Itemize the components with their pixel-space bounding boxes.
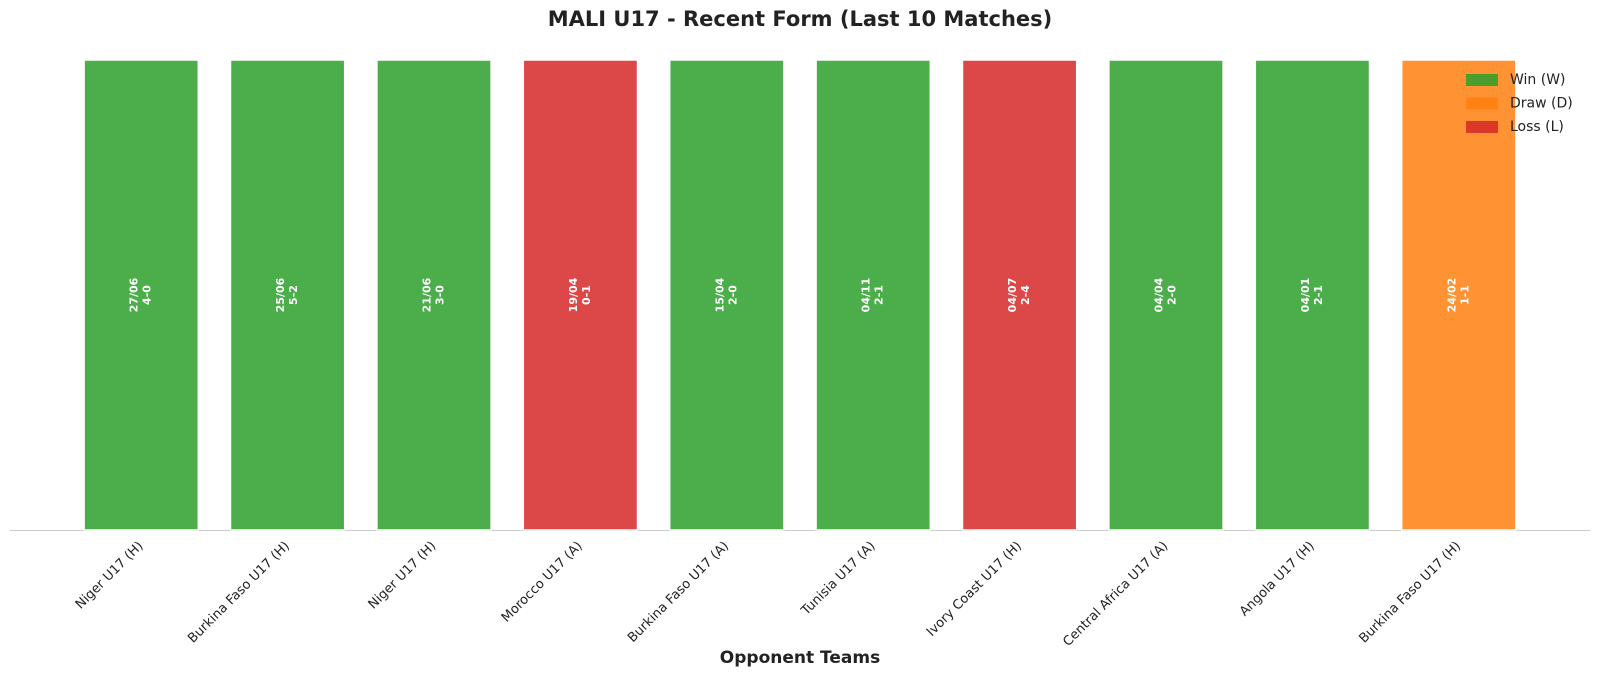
bar: [376, 59, 492, 531]
bar-score: 2-0: [1166, 285, 1179, 305]
x-tick-label: Niger U17 (H): [366, 539, 440, 613]
bar-date: 04/07: [1006, 278, 1019, 313]
bar-date: 04/04: [1153, 277, 1166, 312]
bar: [83, 59, 200, 531]
x-tick-label: Burkina Faso U17 (H): [1356, 539, 1464, 647]
bar-date: 19/04: [567, 277, 580, 312]
bar-score: 2-1: [1312, 285, 1325, 305]
legend-label: Draw (D): [1510, 96, 1573, 112]
bar: [522, 59, 639, 531]
bar-score: 4-0: [141, 285, 154, 305]
bar-score: 0-1: [580, 285, 593, 305]
bar: [1108, 59, 1224, 531]
bar-score: 2-4: [1019, 285, 1032, 305]
x-tick-label: Burkina Faso U17 (A): [625, 539, 732, 646]
bar: [961, 59, 1078, 531]
bar-date: 21/06: [421, 277, 434, 312]
legend-label: Win (W): [1510, 72, 1566, 88]
bar-score: 2-0: [726, 285, 739, 305]
legend-swatch: [1466, 121, 1498, 133]
x-tick-label: Ivory Coast U17 (H): [924, 539, 1025, 640]
bar: [229, 59, 346, 531]
bar-score: 2-1: [873, 285, 886, 305]
x-tick-label: Niger U17 (H): [73, 539, 147, 613]
legend-label: Loss (L): [1510, 119, 1564, 135]
x-tick-label: Morocco U17 (A): [499, 539, 586, 626]
bar-score: 3-0: [434, 285, 447, 305]
bar-date: 25/06: [274, 277, 287, 312]
bar-score: 1-1: [1458, 285, 1471, 305]
x-tick-label: Angola U17 (H): [1237, 539, 1318, 620]
legend-swatch: [1466, 74, 1498, 86]
bar: [1400, 59, 1517, 531]
legend-swatch: [1466, 97, 1498, 110]
bar: [668, 59, 785, 531]
x-tick-label: Central Africa U17 (A): [1060, 539, 1171, 650]
bar-date: 04/11: [860, 278, 873, 313]
x-tick-label: Burkina Faso U17 (H): [185, 539, 293, 647]
bar-date: 24/02: [1445, 278, 1458, 313]
x-axis-label: Opponent Teams: [720, 648, 880, 668]
x-tick-label: Tunisia U17 (A): [798, 539, 878, 619]
bar-date: 04/01: [1299, 278, 1312, 313]
bar-date: 27/06: [128, 277, 141, 312]
bar: [1254, 59, 1371, 531]
bar: [815, 59, 932, 531]
bar-score: 5-2: [287, 285, 300, 305]
chart-title: MALI U17 - Recent Form (Last 10 Matches): [548, 7, 1053, 31]
bar-date: 15/04: [713, 277, 726, 312]
